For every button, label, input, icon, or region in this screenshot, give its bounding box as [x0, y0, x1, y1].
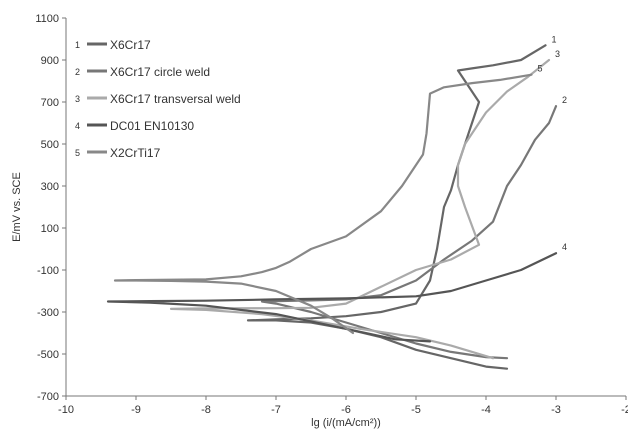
y-tick-label: 500	[41, 139, 59, 151]
x-tick-label: -10	[58, 404, 74, 416]
legend-label-4: DC01 EN10130	[110, 119, 194, 133]
legend-number-3: 3	[75, 94, 80, 104]
series-line-5	[113, 73, 533, 335]
y-tick-label: -500	[37, 349, 59, 361]
legend: 1 X6Cr17 2 X6Cr17 circle weld 3 X6Cr17 transv…	[75, 38, 241, 160]
series-line-3	[169, 58, 551, 360]
legend-label-5: X2CrTi17	[110, 146, 161, 160]
y-tick-label: -700	[37, 391, 59, 403]
x-tick-label: -5	[411, 404, 421, 416]
x-tick-label: -8	[201, 404, 211, 416]
curve-label-2: 2	[562, 95, 567, 105]
x-tick-label: -9	[131, 404, 141, 416]
curve-labels: 1 2 3 4 5	[538, 34, 568, 252]
x-tick-label: -4	[481, 404, 491, 416]
y-axis-label: E/mV vs. SCE	[11, 172, 23, 242]
x-tick-label: -2	[621, 404, 628, 416]
x-axis-label: lg (i/(mA/cm²))	[311, 417, 381, 429]
legend-number-4: 4	[75, 121, 80, 131]
series-line-1	[246, 44, 547, 370]
legend-number-2: 2	[75, 67, 80, 77]
legend-number-5: 5	[75, 148, 80, 158]
legend-label-2: X6Cr17 circle weld	[110, 65, 210, 79]
series-group	[106, 44, 558, 370]
curve-label-4: 4	[562, 242, 567, 252]
curve-label-5: 5	[538, 64, 543, 74]
legend-label-1: X6Cr17	[110, 38, 151, 52]
x-tick-label: -3	[551, 404, 561, 416]
axes: -700 -500 -300 -100 100 300 500 700 900 1100 -10 -9…	[35, 13, 628, 416]
y-tick-label: -300	[37, 307, 59, 319]
series-line-4	[106, 252, 558, 343]
y-tick-label: -100	[37, 265, 59, 277]
curve-label-3: 3	[555, 49, 560, 59]
x-tick-label: -7	[271, 404, 281, 416]
legend-number-1: 1	[75, 40, 80, 50]
curve-label-1: 1	[552, 34, 557, 44]
y-tick-label: 100	[41, 223, 59, 235]
y-tick-label: 900	[41, 55, 59, 67]
legend-label-3: X6Cr17 transversal weld	[110, 92, 241, 106]
y-tick-label: 700	[41, 97, 59, 109]
y-tick-label: 300	[41, 181, 59, 193]
x-tick-label: -6	[341, 404, 351, 416]
y-tick-label: 1100	[35, 13, 59, 25]
